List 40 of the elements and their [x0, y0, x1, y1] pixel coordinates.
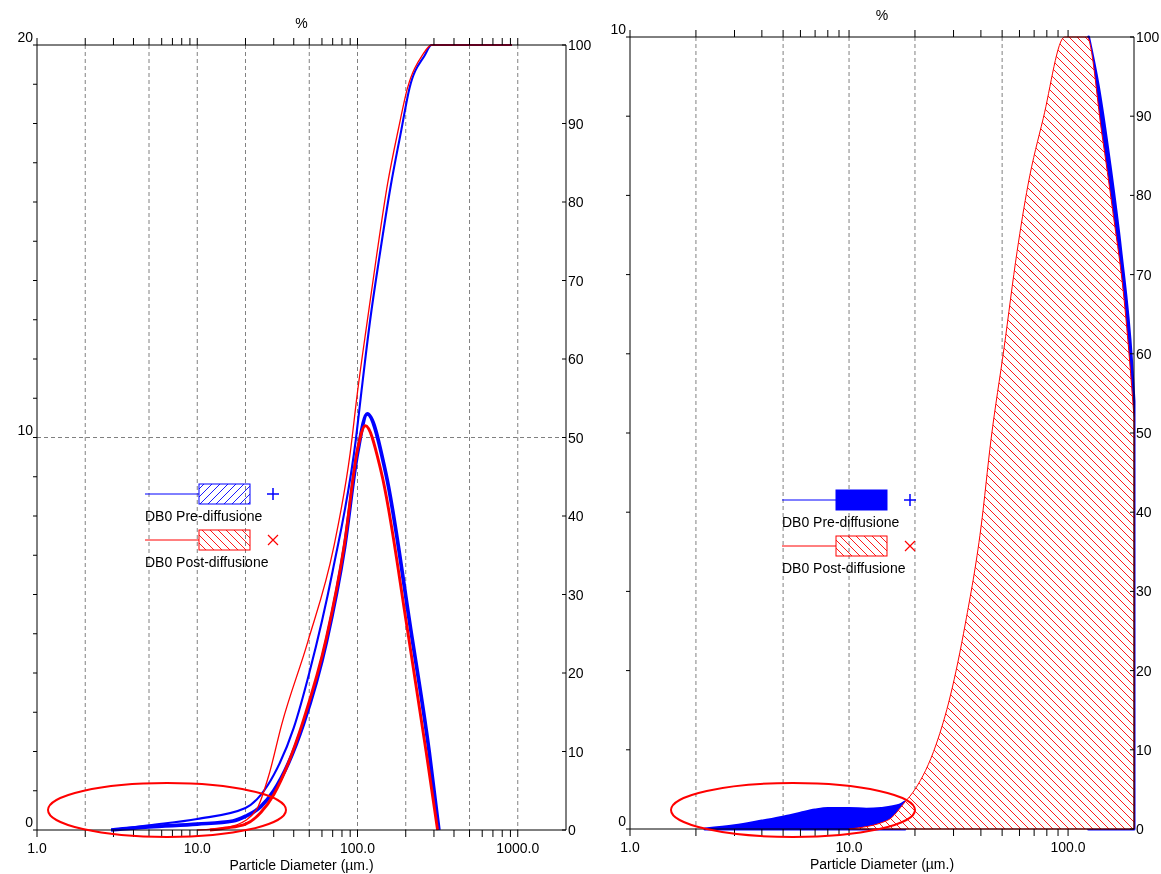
y2-tick-label: 20: [1136, 662, 1152, 679]
y-tick-label: 0: [25, 814, 34, 830]
y2-tick-label: 70: [1136, 266, 1152, 283]
y2-tick-label: 80: [568, 194, 584, 210]
y2-tick-label: 40: [1136, 504, 1152, 521]
legend-label: DB0 Pre-diffusione: [145, 508, 263, 524]
x-tick-label: 1.0: [620, 839, 640, 855]
y2-tick-label: 100: [1136, 29, 1160, 45]
x-tick-label: 1.0: [27, 840, 47, 856]
legend-label: DB0 Pre-diffusione: [782, 514, 900, 530]
y2-tick-label: 20: [568, 665, 584, 681]
x-tick-label: 1000.0: [496, 840, 540, 856]
y2-tick-label: 0: [1136, 821, 1144, 837]
y2-tick-label: 90: [568, 115, 584, 132]
y2-tick-label: 100: [568, 37, 592, 53]
y2-tick-label: 30: [568, 586, 584, 603]
x-axis-title: Particle Diameter (µm.): [809, 856, 955, 872]
y2-tick-label: 80: [1136, 187, 1152, 204]
y2-tick-label: 10: [568, 743, 584, 760]
y2-tick-label: 50: [568, 429, 584, 446]
y2-tick-label: 90: [1136, 108, 1152, 125]
y-tick-label: 10: [17, 421, 34, 438]
x-tick-label: 10.0: [835, 839, 863, 855]
y2-tick-label: 70: [568, 272, 584, 289]
legend-label: DB0 Post-diffusione: [145, 554, 269, 570]
y-tick-label: 20: [17, 29, 34, 45]
text: %: [295, 15, 308, 31]
x-tick-label: 10.0: [183, 840, 212, 856]
y2-tick-label: 60: [1136, 345, 1152, 362]
y2-tick-label: 0: [568, 822, 576, 838]
y2-tick-label: 40: [568, 508, 584, 524]
x-tick-label: 100.0: [339, 840, 376, 856]
y2-tick-label: 50: [1136, 425, 1152, 441]
x-tick-label: 100.0: [1050, 839, 1086, 855]
x-axis-title: Particle Diameter (µm.): [229, 857, 374, 873]
y2-tick-label: 30: [1136, 583, 1152, 600]
legend-label: DB0 Post-diffusione: [782, 560, 906, 576]
text: %: [875, 7, 889, 23]
y2-tick-label: 60: [568, 351, 584, 367]
y2-tick-label: 10: [1136, 741, 1152, 758]
